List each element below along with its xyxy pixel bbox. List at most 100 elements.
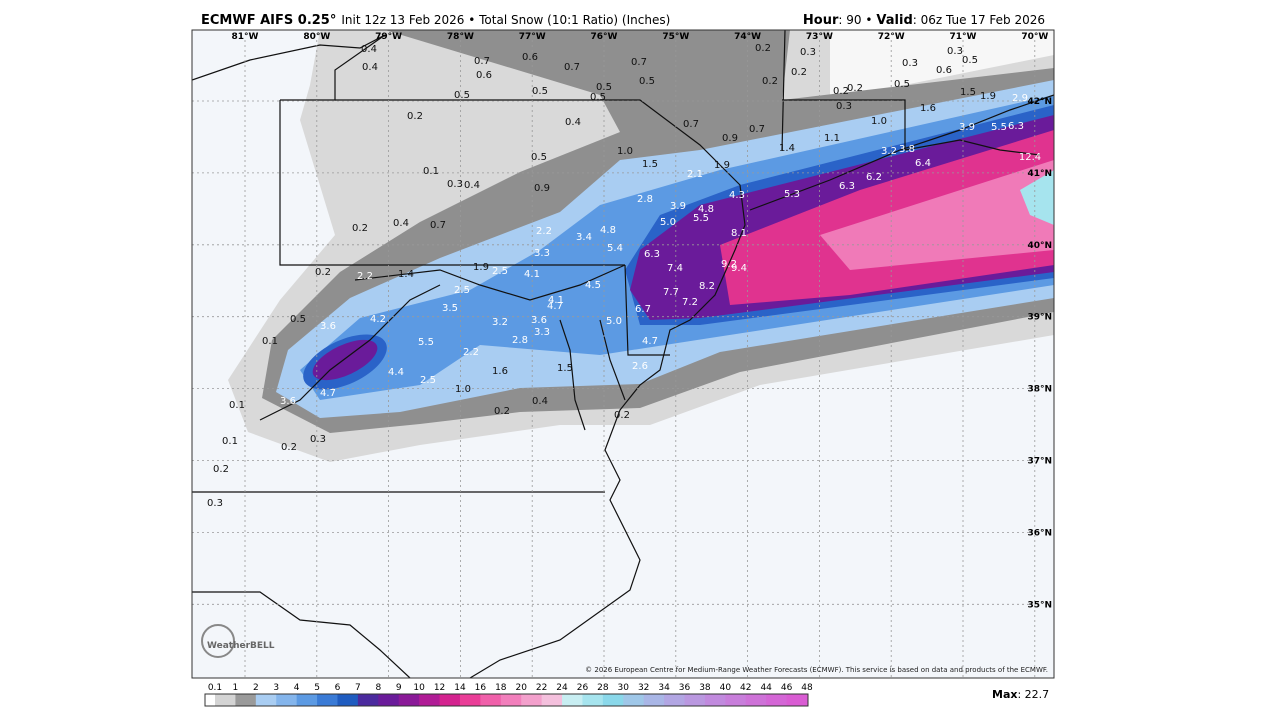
colorbar-tick-label: 42 [740,683,751,693]
colorbar-tick-label: 5 [314,683,320,693]
snow-amount: 3.2 [881,146,897,157]
graticule [192,40,1036,678]
snow-amount: 3.9 [959,122,975,133]
snow-amount: 3.6 [280,396,296,407]
snow-amount: 0.6 [936,65,952,76]
snow-amount: 0.5 [531,152,547,163]
snow-amount: 0.2 [833,86,849,97]
latitude-label: 36°N [1027,528,1052,538]
longitude-label: 79°W [375,32,402,42]
latitude-label: 41°N [1027,169,1052,179]
snow-amount: 0.1 [262,336,278,347]
snow-amount: 2.9 [1012,93,1028,104]
snow-amount: 0.1 [229,400,245,411]
snow-amount: 0.2 [791,67,807,78]
snow-amount: 0.3 [947,46,963,57]
snow-amount: 0.6 [476,70,492,81]
colorbar-swatch [378,694,400,706]
max-label: Max: 22.7 [992,688,1049,701]
snow-amount: 1.9 [980,91,996,102]
colorbar-swatch [235,694,257,706]
snow-amount: 5.0 [660,217,676,228]
logo-text: WeatherBELL [207,641,275,651]
snow-area [820,160,1054,270]
colorbar-swatch [419,694,441,706]
latitude-label: 35°N [1027,600,1052,610]
snow-amount: 5.5 [991,122,1007,133]
snow-amount: 1.6 [920,103,936,114]
snow-amount: 1.0 [617,146,633,157]
logo: WeatherBELL [201,624,275,658]
colorbar-swatch [602,694,624,706]
snow-amount: 0.2 [281,442,297,453]
colorbar-swatch [398,694,420,706]
snow-amount: 4.8 [698,204,714,215]
longitude-label: 71°W [950,32,977,42]
colorbar: 0.1 1 2 3 4 5 6 7 8 9 10 12 14 16 18 20 22 24 26 28 30 32 34 36… [204,683,813,707]
longitude-label: 75°W [662,32,689,42]
snow-amount: 6.3 [1008,121,1024,132]
snow-amount: 4.4 [388,367,404,378]
snow-amount: 0.5 [962,55,978,66]
snow-amount: 0.1 [423,166,439,177]
snow-amount: 2.5 [492,266,508,277]
snow-amount: 0.2 [762,76,778,87]
snow-amount: 0.5 [596,82,612,93]
snow-amount: 1.0 [871,116,887,127]
colorbar-tick-label: 1 [233,683,239,693]
snow-amount: 0.5 [532,86,548,97]
colorbar-swatch [337,694,359,706]
snow-amount: 0.5 [639,76,655,87]
colorbar-tick-label: 44 [760,683,772,693]
snow-amount: 0.3 [310,434,326,445]
colorbar-swatch [205,694,215,706]
snow-labels: 0.4 0.4 0.7 0.6 0.6 0.7 0.7 0.5 0.5 0.5 0.5 0.5 0.2 0… [207,43,1041,509]
snow-amount: 2.2 [357,271,373,282]
snow-amount: 5.3 [784,189,800,200]
map: 0.4 0.4 0.7 0.6 0.6 0.7 0.7 0.5 0.5 0.5 0.5 0.5 0.2 0… [192,30,1054,678]
snow-amount: 2.6 [632,361,648,372]
snow-amount: 0.3 [207,498,223,509]
colorbar-swatch [562,694,583,706]
snow-amount: 0.7 [749,124,765,135]
snow-amount: 1.5 [557,363,573,374]
map-frame [191,29,1055,679]
colorbar-tick-label: 32 [638,683,649,693]
snow-amount: 0.4 [362,62,378,73]
colorbar-frame [204,693,809,707]
snow-amount: 0.7 [430,220,446,231]
snow-amount: 7.4 [667,263,683,274]
colorbar-tick-label: 22 [536,683,547,693]
latitude-label: 38°N [1027,385,1052,395]
snow-amount: 1.4 [779,143,795,154]
snow-amount: 4.7 [320,388,336,399]
latitude-label: 37°N [1027,457,1052,467]
snow-amount: 3.8 [899,144,915,155]
snow-amount: 0.5 [454,90,470,101]
max-key: Max [992,688,1017,701]
snow-amount: 0.4 [565,117,581,128]
snow-amount: 0.2 [213,464,229,475]
longitude-label: 81°W [232,32,259,42]
snow-amount: 0.7 [683,119,699,130]
snow-amount: 2.5 [420,375,436,386]
snow-amount: 0.2 [352,223,368,234]
colorbar-tick-label: 30 [618,683,630,693]
colorbar-tick-label: 3 [273,683,279,693]
snow-amount: 1.1 [824,133,840,144]
snow-amount: 0.9 [722,133,738,144]
colorbar-swatch [786,694,808,706]
snow-amount: 0.2 [315,267,331,278]
colorbar-swatch [480,694,502,706]
snow-amount: 3.5 [442,303,458,314]
colorbar-swatch [704,694,726,706]
snow-amount: 5.0 [606,316,622,327]
colorbar-tick-label: 6 [335,683,341,693]
hour-key: Hour [803,13,839,28]
colorbar-swatch [766,694,788,706]
snow-amount: 3.3 [534,327,550,338]
colorbar-tick-label: 12 [434,683,445,693]
colorbar-swatch [500,694,522,706]
snow-amount: 6.3 [839,181,855,192]
